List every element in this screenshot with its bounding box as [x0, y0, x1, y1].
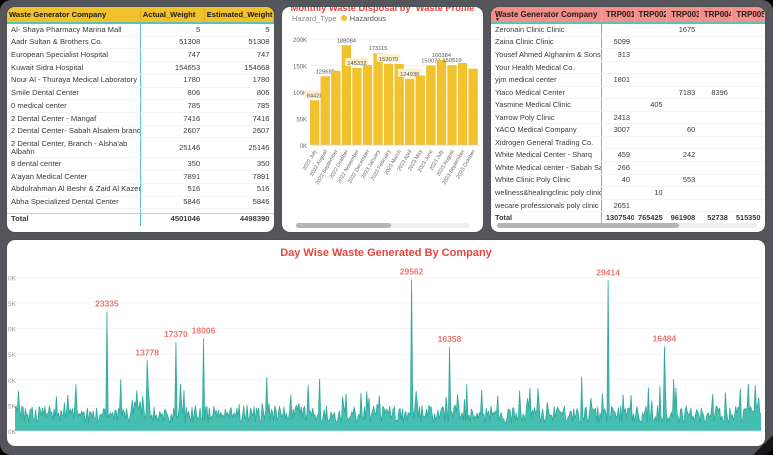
svg-text:16358: 16358: [438, 334, 462, 344]
svg-text:5K: 5K: [8, 301, 17, 308]
svg-text:153070: 153070: [379, 57, 398, 63]
svg-text:18006: 18006: [192, 326, 216, 336]
svg-text:23335: 23335: [95, 298, 119, 308]
svg-text:0K: 0K: [300, 144, 307, 150]
svg-text:173115: 173115: [369, 46, 388, 52]
svg-text:50K: 50K: [296, 118, 307, 124]
svg-text:188084: 188084: [337, 38, 357, 44]
svg-text:0K: 0K: [8, 275, 17, 282]
svg-text:29414: 29414: [596, 267, 620, 277]
svg-text:29562: 29562: [400, 266, 424, 276]
svg-text:0K: 0K: [8, 327, 17, 334]
svg-text:17370: 17370: [164, 329, 188, 339]
svg-text:16484: 16484: [653, 334, 677, 344]
svg-text:5K: 5K: [8, 352, 17, 359]
svg-text:150K: 150K: [293, 65, 307, 71]
svg-text:0K: 0K: [8, 378, 17, 385]
svg-text:200K: 200K: [293, 38, 307, 44]
svg-text:84428: 84428: [307, 93, 323, 99]
svg-text:13778: 13778: [135, 347, 159, 357]
